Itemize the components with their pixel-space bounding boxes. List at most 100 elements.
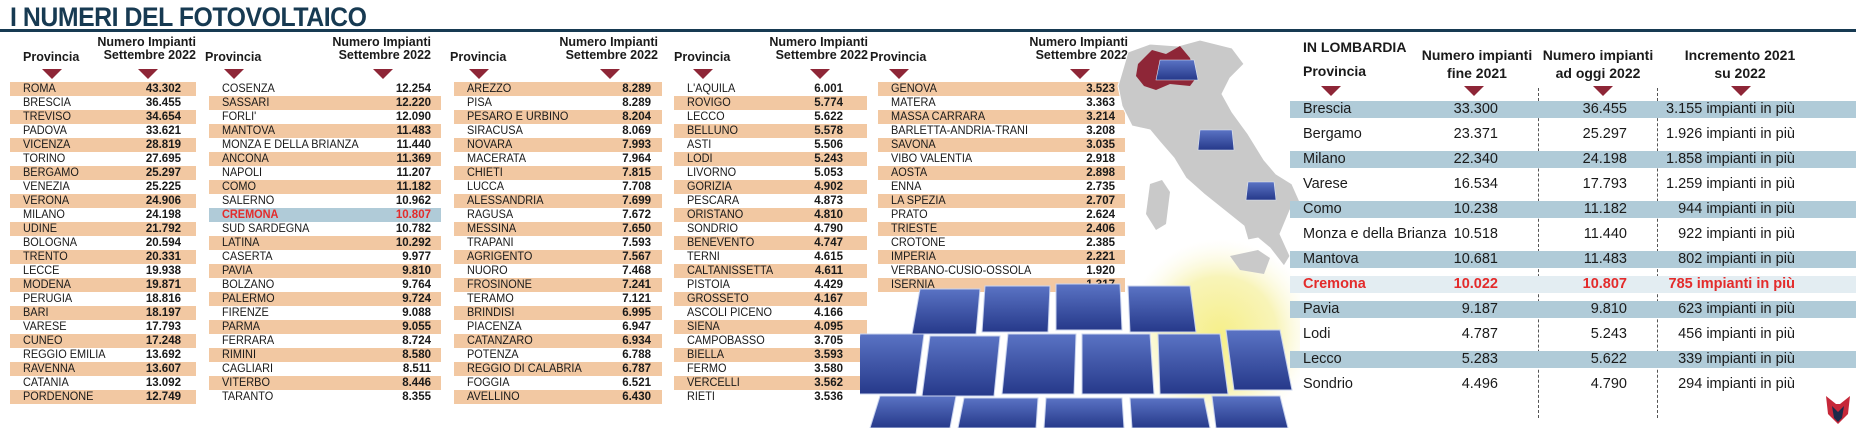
count-fine-2021: 10.681 [1453, 251, 1498, 267]
table-row: PESCARA 4.873 [674, 194, 867, 208]
province-name: VERONA [23, 195, 70, 207]
table-row: ROVIGO 5.774 [674, 96, 867, 110]
count-oggi-2022: 24.198 [1582, 151, 1627, 167]
table-row: MANTOVA 11.483 [209, 124, 441, 138]
solar-panels-illustration [860, 283, 1293, 428]
lombardia-row: Sondrio 4.496 4.790 294 impianti in più [1290, 376, 1856, 393]
province-name: VITERBO [222, 377, 270, 389]
header-fine-2021: Numero impianti fine 2021 [1417, 46, 1537, 82]
province-name: PRATO [891, 209, 928, 221]
province-name: LATINA [222, 237, 260, 249]
province-name: FOGGIA [467, 377, 510, 389]
table-row: PARMA 9.055 [209, 320, 441, 334]
plant-count: 8.724 [402, 335, 431, 347]
plant-count: 7.241 [622, 279, 651, 291]
table-row: LECCO 5.622 [674, 110, 867, 124]
increment: 944 impianti in più [1678, 201, 1795, 217]
increment: 1.858 impianti in più [1666, 151, 1795, 167]
table-row: TERNI 4.615 [674, 250, 867, 264]
province-name: CASERTA [222, 251, 273, 263]
table-row: GENOVA 3.523 [878, 82, 1125, 96]
province-name: SONDRIO [687, 223, 738, 235]
province-name: FORLI' [222, 111, 257, 123]
province-name: TRIESTE [891, 223, 938, 235]
plant-count: 9.088 [402, 307, 431, 319]
table-row: ASCOLI PICENO 4.166 [674, 306, 867, 320]
sort-triangle-icon [693, 69, 713, 79]
plant-count: 1.920 [1086, 265, 1115, 277]
plant-count: 7.815 [622, 167, 651, 179]
table-row: REGGIO DI CALABRIA 6.787 [454, 362, 662, 376]
province-name: Bergamo [1303, 126, 1362, 142]
header-line: Settembre 2022 [338, 48, 431, 62]
sort-triangle-icon [889, 69, 909, 79]
header-provincia: Provincia [674, 50, 731, 64]
plant-count: 6.947 [622, 321, 651, 333]
plant-count: 5.622 [814, 111, 843, 123]
increment: 339 impianti in più [1678, 351, 1795, 367]
header-incremento: Incremento 2021 su 2022 [1680, 46, 1800, 82]
plant-count: 10.962 [395, 195, 431, 207]
header-line: su 2022 [1714, 65, 1766, 81]
plant-count: 33.621 [145, 125, 181, 137]
province-name: SALERNO [222, 195, 275, 207]
province-name: Varese [1303, 176, 1348, 192]
table-row: UDINE 21.792 [10, 222, 196, 236]
count-fine-2021: 5.283 [1461, 351, 1498, 367]
table-row: VERONA 24.906 [10, 194, 196, 208]
sort-triangle-icon [1464, 86, 1484, 96]
sort-triangle-icon [810, 69, 830, 79]
italy-map-icon [1117, 39, 1300, 274]
table-row: BIELLA 3.593 [674, 348, 867, 362]
table-row: PISA 8.289 [454, 96, 662, 110]
plant-count: 7.708 [622, 181, 651, 193]
table-row: LA SPEZIA 2.707 [878, 194, 1125, 208]
solar-panel-icon [1197, 129, 1235, 151]
lombardia-row: Lodi 4.787 5.243 456 impianti in più [1290, 326, 1856, 343]
province-name: ENNA [891, 181, 922, 193]
sort-triangle-icon [42, 69, 62, 79]
header-line: Numero Impianti [332, 35, 431, 49]
plant-count: 19.938 [145, 265, 181, 277]
plant-count: 4.167 [814, 293, 843, 305]
province-name: Mantova [1303, 251, 1359, 267]
table-row: BELLUNO 5.578 [674, 124, 867, 138]
province-name: FIRENZE [222, 307, 269, 319]
header-numero-impianti: Numero Impianti Settembre 2022 [1029, 36, 1128, 62]
province-name: CAGLIARI [222, 363, 274, 375]
lombardia-table: IN LOMBARDIA Provincia Numero impianti fi… [1290, 34, 1856, 428]
plant-count: 5.578 [814, 125, 843, 137]
page-title: I NUMERI DEL FOTOVOLTAICO [10, 2, 367, 32]
table-row: SIRACUSA 8.069 [454, 124, 662, 138]
plant-count: 2.624 [1086, 209, 1115, 221]
plant-count: 6.995 [622, 307, 651, 319]
plant-count: 12.254 [395, 83, 431, 95]
plant-count: 5.506 [814, 139, 843, 151]
plant-count: 17.793 [145, 321, 181, 333]
lombardia-row: Milano 22.340 24.198 1.858 impianti in p… [1290, 151, 1856, 168]
table-row: TRAPANI 7.593 [454, 236, 662, 250]
count-fine-2021: 22.340 [1453, 151, 1498, 167]
plant-count: 4.902 [814, 181, 843, 193]
increment: 623 impianti in più [1678, 301, 1795, 317]
plant-count: 7.672 [622, 209, 651, 221]
plant-count: 10.782 [395, 223, 431, 235]
plant-count: 12.220 [395, 97, 431, 109]
province-name: RIETI [687, 391, 715, 403]
table-row: LUCCA 7.708 [454, 180, 662, 194]
province-name: ASCOLI PICENO [687, 307, 772, 319]
province-name: UDINE [23, 223, 57, 235]
plant-count: 18.197 [145, 307, 181, 319]
plant-count: 25.225 [145, 181, 181, 193]
province-name: TORINO [23, 153, 66, 165]
count-fine-2021: 10.238 [1453, 201, 1498, 217]
title-rule [0, 29, 1856, 32]
table-row: BARI 18.197 [10, 306, 196, 320]
province-name: CROTONE [891, 237, 946, 249]
header-provincia: Provincia [450, 50, 507, 64]
table-row: SAVONA 3.035 [878, 138, 1125, 152]
table-row: SALERNO 10.962 [209, 194, 441, 208]
count-fine-2021: 33.300 [1453, 101, 1498, 117]
province-name: PORDENONE [23, 391, 94, 403]
province-name: PESARO E URBINO [467, 111, 569, 123]
